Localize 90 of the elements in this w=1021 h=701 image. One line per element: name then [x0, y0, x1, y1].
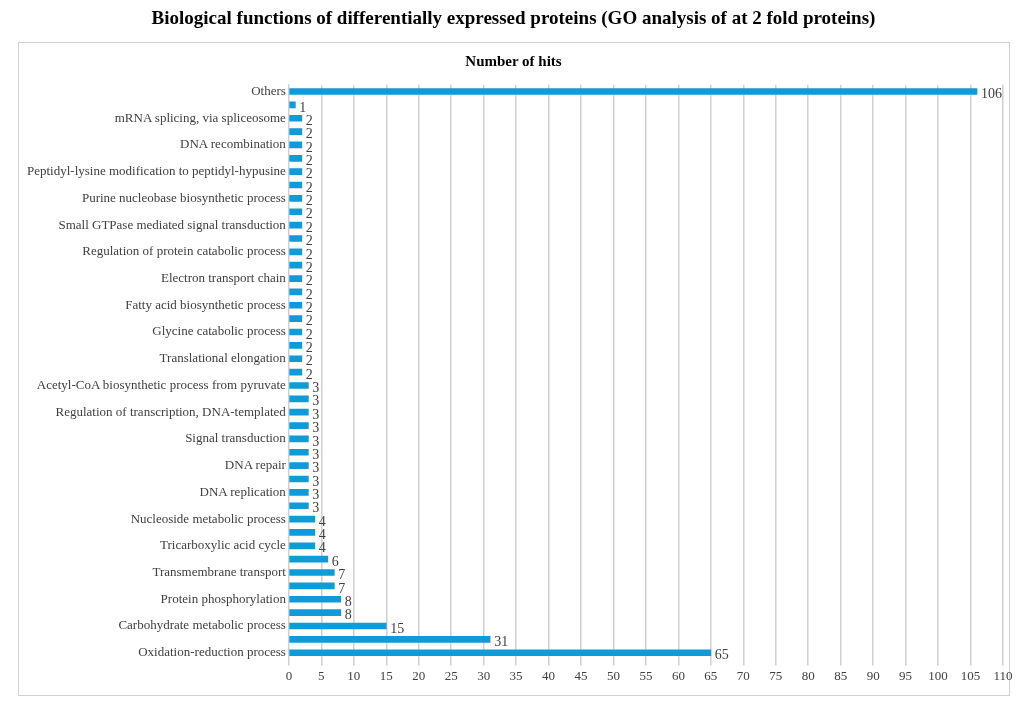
data-label: 3	[312, 500, 320, 516]
y-tick-label: Electron transport chain	[160, 269, 287, 285]
x-tick-label: 75	[769, 667, 783, 683]
data-label: 3	[312, 393, 320, 409]
data-label: 2	[305, 326, 313, 342]
data-label: 2	[305, 152, 313, 168]
y-tick-label: Signal transduction	[185, 430, 287, 446]
x-tick-label: 0	[285, 667, 293, 683]
data-label: 2	[305, 233, 313, 249]
x-tick-label: 105	[960, 667, 981, 683]
x-tick-label: 45	[574, 667, 588, 683]
data-label: 2	[305, 139, 313, 155]
x-tick-label: 95	[899, 667, 913, 683]
x-tick-label: 100	[928, 667, 948, 683]
data-label: 2	[305, 246, 313, 262]
data-label: 106	[981, 86, 1003, 102]
data-label: 2	[305, 179, 313, 195]
data-label: 3	[312, 446, 320, 462]
data-label: 1	[299, 99, 307, 115]
y-tick-label: DNA recombination	[180, 136, 287, 152]
y-tick-label: Others	[251, 82, 286, 98]
data-label: 65	[714, 647, 729, 663]
data-label: 2	[305, 259, 313, 275]
data-label: 8	[344, 593, 352, 609]
y-tick-label: Carbohydrate metabolic process	[118, 617, 286, 633]
data-label: 2	[305, 112, 313, 128]
y-tick-label: DNA replication	[199, 483, 287, 499]
data-label: 3	[312, 460, 320, 476]
data-label: 2	[305, 193, 313, 209]
y-tick-label: Nucleoside metabolic process	[130, 510, 286, 526]
x-tick-label: 50	[606, 667, 620, 683]
data-label: 2	[305, 219, 313, 235]
data-label: 4	[318, 527, 326, 543]
data-label: 7	[338, 567, 346, 583]
data-label: 4	[318, 540, 326, 556]
data-label: 2	[305, 313, 313, 329]
x-tick-label: 85	[834, 667, 848, 683]
y-tick-label: Regulation of protein catabolic process	[82, 243, 286, 259]
y-tick-label: Peptidyl-lysine modification to peptidyl-hypusine	[26, 163, 287, 179]
x-tick-label: 5	[318, 667, 325, 683]
data-label: 3	[312, 420, 320, 436]
data-label: 2	[305, 126, 313, 142]
data-label: 2	[305, 299, 313, 315]
y-tick-label: Acetyl-CoA biosynthetic process from pyruvate	[36, 376, 287, 392]
x-tick-label: 10	[347, 667, 361, 683]
x-tick-label: 90	[866, 667, 880, 683]
x-tick-label: 65	[704, 667, 718, 683]
y-tick-label: Fatty acid biosynthetic process	[125, 296, 286, 312]
x-tick-label: 110	[993, 667, 1013, 683]
y-tick-label: Oxidation-reduction process	[138, 644, 286, 660]
y-tick-label: Protein phosphorylation	[160, 590, 287, 606]
y-tick-label: Transmembrane transport	[152, 563, 287, 579]
y-tick-label: Tricarboxylic acid cycle	[160, 537, 287, 553]
data-label: 2	[305, 340, 313, 356]
y-tick-label: DNA repair	[224, 457, 287, 473]
data-label: 7	[338, 580, 346, 596]
x-tick-label: 30	[477, 667, 491, 683]
data-label: 6	[331, 553, 339, 569]
data-label: 2	[305, 273, 313, 289]
x-tick-label: 20	[412, 667, 426, 683]
y-tick-label: Small GTPase mediated signal transduction	[58, 216, 287, 232]
y-tick-label: mRNA splicing, via spliceosome	[114, 109, 287, 125]
data-label: 2	[305, 366, 313, 382]
data-label: 3	[312, 487, 320, 503]
data-label: 3	[312, 433, 320, 449]
data-label: 3	[312, 406, 320, 422]
data-label: 2	[305, 286, 313, 302]
x-tick-label: 70	[736, 667, 750, 683]
data-label: 4	[318, 513, 326, 529]
y-tick-label: Purine nucleobase biosynthetic process	[81, 189, 286, 205]
chart-subtitle: Number of hits	[465, 52, 562, 69]
data-label: 3	[312, 473, 320, 489]
y-tick-label: Glycine catabolic process	[152, 323, 286, 339]
x-tick-label: 80	[801, 667, 815, 683]
data-label: 3	[312, 380, 320, 396]
y-tick-label: Regulation of transcription, DNA-templated	[55, 403, 287, 419]
x-tick-label: 60	[671, 667, 685, 683]
x-tick-label: 15	[379, 667, 393, 683]
data-label: 31	[494, 634, 509, 650]
x-tick-label: 25	[444, 667, 458, 683]
data-label: 8	[344, 607, 352, 623]
data-label: 2	[305, 206, 313, 222]
y-tick-label: Translational elongation	[159, 350, 287, 366]
x-tick-label: 55	[639, 667, 653, 683]
x-tick-label: 40	[542, 667, 556, 683]
chart-title: Biological functions of differentially expressed proteins (GO analysis of at 2 fold proteins)	[151, 7, 876, 30]
x-tick-label: 35	[509, 667, 523, 683]
data-label: 15	[390, 620, 405, 636]
data-label: 2	[305, 166, 313, 182]
data-label: 2	[305, 353, 313, 369]
